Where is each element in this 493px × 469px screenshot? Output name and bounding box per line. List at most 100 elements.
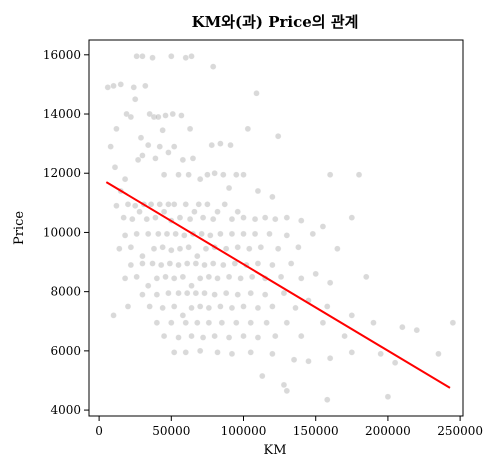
data-point (204, 171, 211, 178)
data-point (259, 372, 266, 380)
data-point (287, 260, 295, 267)
data-point (120, 214, 127, 221)
data-point (295, 243, 302, 251)
data-point (175, 171, 182, 178)
data-point (247, 289, 254, 297)
data-point (274, 245, 282, 252)
data-point (209, 63, 217, 70)
data-point (156, 201, 164, 208)
data-point (228, 350, 236, 358)
data-point (240, 332, 247, 340)
data-point (211, 169, 218, 177)
chart-title: KM와(과) Price의 관계 (192, 13, 359, 31)
data-point (153, 319, 161, 326)
data-point (277, 273, 285, 281)
data-point (254, 187, 262, 195)
data-point (377, 350, 384, 358)
data-point (176, 245, 184, 252)
x-tick-label: 200000 (365, 424, 411, 438)
data-point (202, 245, 210, 252)
y-tick-label: 6000 (50, 344, 81, 358)
data-point (162, 112, 169, 119)
data-point (149, 260, 156, 267)
data-point (179, 273, 187, 281)
data-point (363, 273, 370, 281)
data-point (113, 202, 120, 210)
data-point (413, 326, 421, 334)
data-point (228, 215, 236, 223)
data-point (225, 184, 233, 192)
data-point (166, 260, 174, 267)
data-point (152, 155, 159, 162)
data-point (196, 347, 204, 355)
data-point (165, 201, 172, 208)
data-point (272, 215, 279, 223)
data-point (254, 260, 262, 267)
plot-frame (88, 39, 464, 417)
data-point (185, 243, 192, 251)
data-point (261, 291, 269, 298)
data-point (209, 260, 217, 267)
data-point (146, 303, 153, 310)
data-point (298, 275, 305, 282)
data-point (198, 230, 205, 238)
data-point (326, 171, 334, 178)
data-point (159, 304, 166, 312)
data-point (155, 230, 162, 238)
data-point (261, 214, 269, 221)
data-point (170, 201, 178, 208)
data-point (179, 156, 187, 164)
data-point (319, 319, 327, 326)
data-point (157, 261, 165, 269)
data-point (121, 175, 129, 183)
data-point (175, 334, 182, 341)
data-point (160, 332, 168, 340)
data-point (205, 319, 213, 326)
data-point (348, 349, 356, 356)
data-point (435, 350, 442, 358)
data-point (170, 143, 178, 150)
data-point (269, 350, 276, 358)
data-point (207, 232, 214, 239)
data-point (175, 261, 182, 269)
data-point (129, 215, 136, 223)
data-point (240, 171, 247, 178)
data-point (201, 289, 208, 297)
data-point (298, 217, 305, 224)
data-point (292, 304, 299, 312)
data-point (168, 246, 175, 254)
data-point (253, 90, 260, 97)
data-point (246, 245, 253, 252)
data-point (150, 245, 158, 252)
data-point (269, 261, 276, 269)
data-point (201, 261, 208, 269)
data-point (341, 332, 348, 340)
data-point (113, 125, 120, 133)
data-point (204, 201, 211, 208)
data-point (186, 125, 194, 133)
x-tick-label: 0 (95, 424, 103, 438)
data-point (194, 252, 201, 260)
x-axis-label: KM (263, 443, 286, 458)
x-tick-label: 100000 (221, 424, 267, 438)
data-point (208, 141, 215, 149)
data-point (143, 215, 151, 223)
data-point (160, 208, 168, 215)
data-point (324, 303, 331, 310)
data-point (234, 243, 241, 251)
data-point (124, 303, 132, 310)
data-point (189, 155, 197, 162)
data-point (183, 260, 191, 267)
data-point (152, 214, 159, 221)
data-point (156, 143, 164, 150)
data-point (170, 303, 178, 310)
data-point (188, 304, 195, 312)
x-tick-label: 250000 (437, 424, 483, 438)
data-point (283, 387, 291, 395)
data-point (153, 291, 161, 298)
data-point (139, 252, 146, 260)
data-point (449, 319, 457, 326)
data-point (280, 381, 288, 389)
data-point (257, 243, 265, 251)
data-point (234, 208, 241, 215)
